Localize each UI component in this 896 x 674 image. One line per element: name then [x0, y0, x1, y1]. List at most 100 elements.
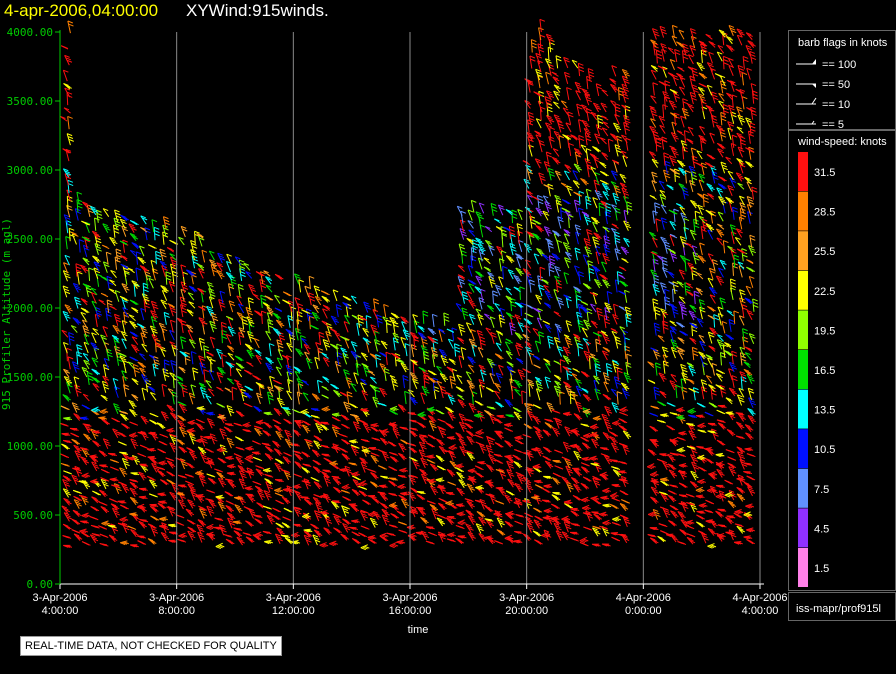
wind-barb — [661, 136, 668, 150]
wind-barb — [696, 510, 706, 514]
wind-barb — [81, 447, 90, 458]
wind-barb — [158, 322, 166, 333]
wind-barb — [734, 523, 744, 528]
wind-barb — [141, 343, 148, 353]
wind-barb — [245, 520, 254, 527]
wind-barb — [114, 313, 122, 326]
wind-barb — [63, 416, 73, 421]
wind-barb — [731, 134, 738, 148]
wind-barb — [228, 283, 235, 297]
wind-barb — [547, 239, 554, 253]
wind-barb — [622, 155, 628, 167]
wind-barb — [158, 440, 168, 446]
wind-barb — [242, 421, 252, 428]
wind-barb — [678, 482, 688, 488]
wind-barb — [431, 313, 438, 328]
speed-label: 19.5 — [814, 325, 835, 337]
wind-barb — [217, 501, 226, 512]
wind-barb — [475, 308, 482, 318]
wind-barb — [438, 502, 447, 511]
wind-barb — [80, 311, 87, 322]
wind-barb — [80, 307, 90, 314]
wind-barb — [400, 316, 409, 325]
wind-barb — [197, 446, 207, 455]
wind-barb — [165, 271, 172, 285]
wind-barb — [350, 341, 358, 352]
wind-barb — [102, 375, 110, 386]
wind-barb — [659, 25, 668, 38]
wind-barb — [582, 476, 592, 482]
wind-barb — [119, 218, 127, 229]
wind-barb — [623, 209, 630, 223]
wind-barb — [190, 239, 198, 253]
wind-barb — [131, 280, 140, 289]
wind-barb — [98, 501, 108, 506]
wind-barb — [225, 500, 235, 505]
wind-barb — [129, 331, 139, 338]
wind-barb — [284, 438, 294, 449]
wind-barb — [716, 51, 723, 62]
wind-barb — [379, 493, 389, 502]
wind-barb — [293, 506, 302, 511]
wind-barb — [573, 483, 582, 493]
wind-barb — [717, 422, 727, 430]
wind-barb — [313, 435, 323, 442]
wind-barb — [378, 484, 388, 489]
wind-barb — [543, 483, 553, 489]
wind-barb — [310, 477, 320, 482]
title-name: XYWind:915winds. — [186, 1, 329, 20]
wind-barb — [360, 408, 370, 413]
x-tick-label: 3-Apr-2006 — [32, 592, 87, 604]
wind-barb — [553, 360, 561, 365]
speed-legend-title: wind-speed: knots — [797, 136, 887, 148]
wind-barb — [483, 257, 491, 265]
wind-barb — [63, 368, 71, 378]
wind-barb — [400, 491, 410, 496]
wind-barb — [678, 494, 688, 498]
wind-barb — [699, 306, 706, 320]
wind-barb — [529, 55, 536, 69]
wind-barb — [101, 380, 110, 393]
wind-barb — [129, 481, 139, 490]
wind-barb — [675, 407, 685, 413]
wind-barb — [79, 416, 89, 421]
wind-barb — [563, 334, 571, 341]
wind-barb — [127, 456, 137, 461]
wind-barb — [350, 444, 360, 449]
wind-barb — [658, 372, 667, 382]
wind-barb — [157, 448, 167, 454]
wind-barb — [514, 520, 524, 526]
wind-barb — [546, 115, 555, 125]
wind-barb — [505, 490, 515, 496]
wind-barb — [420, 516, 429, 525]
wind-barb — [98, 489, 108, 498]
wind-barb — [350, 382, 357, 392]
wind-barb — [362, 337, 370, 345]
wind-barb — [60, 45, 69, 50]
wind-barb — [159, 248, 167, 261]
wind-barb — [247, 297, 254, 311]
wind-barb — [284, 429, 293, 441]
wind-barb — [545, 238, 553, 245]
wind-barb — [505, 510, 515, 517]
wind-barb — [352, 421, 361, 432]
wind-barb — [343, 369, 350, 381]
wind-barb — [389, 451, 399, 456]
wind-barb — [112, 324, 121, 335]
wind-barb — [439, 373, 449, 383]
wind-barb — [311, 311, 320, 322]
wind-barb — [137, 361, 147, 369]
barb-legend-label: == 5 — [822, 119, 844, 131]
wind-barb — [589, 455, 599, 461]
wind-barb — [397, 358, 405, 365]
wind-barb — [235, 410, 245, 418]
wind-barb — [260, 271, 266, 285]
wind-barb — [427, 327, 437, 336]
wind-barb — [162, 368, 170, 381]
wind-barb — [188, 301, 196, 309]
wind-barb — [209, 336, 216, 349]
wind-barb — [147, 447, 156, 452]
wind-barb — [504, 520, 514, 528]
wind-barb — [177, 474, 187, 479]
wind-barb — [370, 452, 380, 457]
